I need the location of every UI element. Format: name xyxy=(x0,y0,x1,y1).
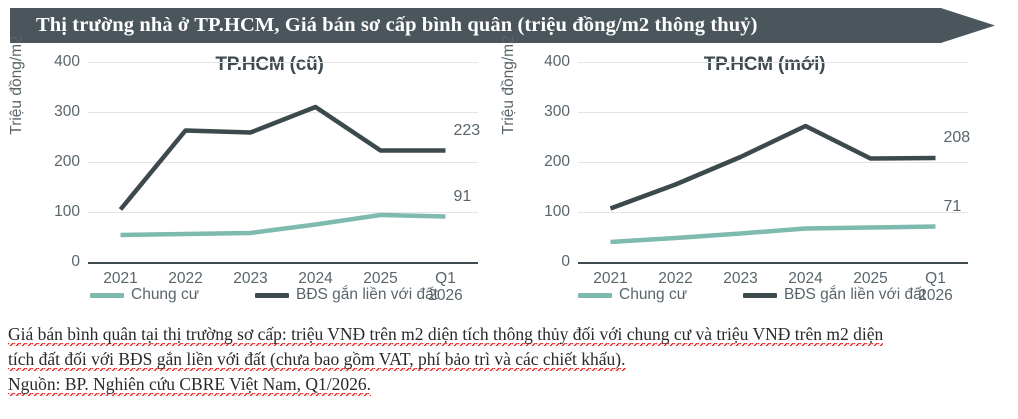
footnote-text-1: Giá bán bình quân tại thị trường sơ cấp:… xyxy=(8,324,884,346)
series-lines xyxy=(609,123,936,245)
data-value-label: 91 xyxy=(453,187,472,205)
y-axis-tick: 300 xyxy=(544,103,570,120)
footnote-source: Nguồn: BP. Nghiên cứu CBRE Việt Nam, Q1/… xyxy=(8,374,371,396)
legend-label-landed: BĐS gắn liền với đất xyxy=(296,286,438,303)
charts-container: TP.HCM (cũ) Triệu đồng/m2 0 100 200 300 400 2… xyxy=(0,35,1018,315)
x-axis-tick: 2023 xyxy=(233,270,268,287)
line-series xyxy=(609,123,936,211)
footnote-line-3: Nguồn: BP. Nghiên cứu CBRE Việt Nam, Q1/… xyxy=(8,372,1012,397)
legend-swatch-landed xyxy=(255,292,289,298)
y-axis-tick: 400 xyxy=(54,53,80,70)
x-axis-tick: 2024 xyxy=(788,270,823,287)
legend-label-apartment: Chung cư xyxy=(619,286,688,303)
x-axis-line xyxy=(578,262,968,264)
line-series xyxy=(118,104,446,211)
legend-swatch-apartment xyxy=(90,292,124,298)
y-axis-tick: 0 xyxy=(71,253,80,270)
x-axis-tick: 2024 xyxy=(298,270,333,287)
y-axis-tick: 400 xyxy=(544,53,570,70)
legend-swatch-apartment xyxy=(578,292,612,298)
y-axis-tick: 100 xyxy=(544,203,570,220)
data-value-label: 223 xyxy=(453,121,481,139)
data-value-label: 208 xyxy=(943,129,971,146)
page-title: Thị trường nhà ở TP.HCM, Giá bán sơ cấp … xyxy=(36,14,758,36)
x-axis-tick: 2022 xyxy=(168,270,203,287)
legend-label-apartment: Chung cư xyxy=(131,286,200,303)
line-series xyxy=(120,212,446,238)
legend-item-apartment: Chung cư xyxy=(90,286,199,304)
gridline xyxy=(578,162,968,163)
x-axis-tick: Q1 2026 xyxy=(428,270,463,305)
x-axis-tick: 2025 xyxy=(853,270,888,287)
y-axis-tick: 0 xyxy=(561,253,570,270)
legend-swatch-landed xyxy=(743,292,777,298)
banner-background-shape xyxy=(10,8,995,43)
gridline xyxy=(88,162,478,163)
y-axis-label: Triệu đồng/m2 xyxy=(8,35,25,135)
y-axis-tick: 300 xyxy=(54,103,80,120)
gridline xyxy=(578,112,968,113)
plot-area: 0 100 200 300 400 2021 2022 2023 2024 2025 Q1 2026 9… xyxy=(54,53,481,304)
chart-title: TP.HCM (cũ) xyxy=(215,54,324,75)
chart-title: TP.HCM (mới) xyxy=(703,54,826,75)
gridline xyxy=(88,212,478,213)
title-banner: Thị trường nhà ở TP.HCM, Giá bán sơ cấp … xyxy=(10,8,995,43)
chart-panel-hcm-new: TP.HCM (mới) Triệu đồng/m2 0 100 200 300 400… xyxy=(500,35,1009,315)
x-axis-line xyxy=(88,262,478,264)
plot-area: 0 100 200 300 400 2021 2022 2023 2024 2025 Q1 2026 7… xyxy=(544,53,971,304)
x-axis-tick: 2021 xyxy=(593,270,628,287)
footnote-line-2: tích đất đối với BĐS gắn liền với đất (c… xyxy=(8,347,1012,372)
y-axis-tick: 200 xyxy=(54,153,80,170)
x-axis-tick: 2022 xyxy=(658,270,693,287)
chart-panel-hcm-old: TP.HCM (cũ) Triệu đồng/m2 0 100 200 300 400 2… xyxy=(0,35,509,315)
legend-item-landed: BĐS gắn liền với đất xyxy=(743,286,926,304)
legend-item-landed: BĐS gắn liền với đất xyxy=(255,286,438,304)
x-axis-tick: Q1 2026 xyxy=(918,270,953,305)
footnote-line-1: Giá bán bình quân tại thị trường sơ cấp:… xyxy=(8,322,1012,347)
y-axis-tick: 200 xyxy=(544,153,570,170)
line-series xyxy=(610,224,936,245)
y-axis-tick: 100 xyxy=(54,203,80,220)
gridline xyxy=(88,62,478,63)
legend-item-apartment: Chung cư xyxy=(578,286,687,304)
y-axis-label: Triệu đồng/m2 xyxy=(500,35,517,135)
data-value-label: 71 xyxy=(943,197,962,215)
footnote: Giá bán bình quân tại thị trường sơ cấp:… xyxy=(8,322,1012,397)
x-axis-tick: 2025 xyxy=(363,270,398,287)
x-axis-tick: 2021 xyxy=(103,270,138,287)
gridline xyxy=(88,112,478,113)
gridline xyxy=(578,212,968,213)
series-lines xyxy=(118,104,446,238)
footnote-text-2: tích đất đối với BĐS gắn liền với đất (c… xyxy=(8,349,626,371)
x-axis-tick: 2023 xyxy=(723,270,758,287)
legend-label-landed: BĐS gắn liền với đất xyxy=(784,286,926,303)
gridline xyxy=(578,62,968,63)
